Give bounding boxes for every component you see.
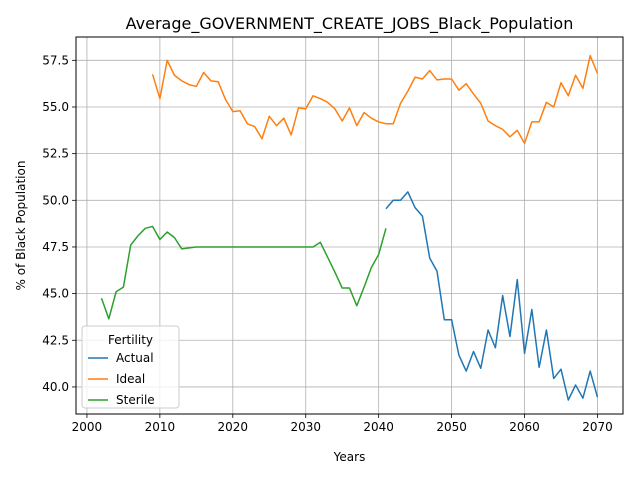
x-axis-label: Years — [333, 450, 366, 464]
legend-label-sterile: Sterile — [116, 393, 155, 407]
y-tick-label: 42.5 — [42, 333, 69, 347]
legend-label-ideal: Ideal — [116, 372, 145, 386]
x-tick-label: 2000 — [72, 420, 103, 434]
x-tick-label: 2050 — [436, 420, 467, 434]
x-ticks: 2000 2010 2020 2030 2040 2050 2060 2070 — [72, 414, 613, 434]
y-tick-label: 57.5 — [42, 53, 69, 67]
legend-title: Fertility — [108, 333, 153, 347]
x-tick-label: 2070 — [582, 420, 613, 434]
series-line-sterile — [100, 225, 387, 320]
x-tick-label: 2030 — [290, 420, 321, 434]
y-tick-label: 50.0 — [42, 193, 69, 207]
y-ticks: 40.0 42.5 45.0 47.5 50.0 52.5 55.0 57.5 — [42, 53, 76, 394]
chart-title: Average_GOVERNMENT_CREATE_JOBS_Black_Pop… — [126, 14, 574, 34]
y-tick-label: 40.0 — [42, 380, 69, 394]
legend-box — [81, 325, 180, 409]
legend-label-actual: Actual — [116, 351, 154, 365]
y-tick-label: 47.5 — [42, 240, 69, 254]
series-lines — [100, 54, 599, 401]
y-axis-label: % of Black Population — [14, 161, 28, 291]
legend: Fertility Actual Ideal Sterile — [81, 325, 180, 409]
x-tick-label: 2060 — [509, 420, 540, 434]
x-tick-label: 2020 — [218, 420, 249, 434]
series-line-actual — [385, 191, 599, 401]
y-tick-label: 55.0 — [42, 100, 69, 114]
x-tick-label: 2040 — [363, 420, 394, 434]
legend-items: Actual Ideal Sterile — [88, 351, 155, 407]
plot-frame — [75, 36, 624, 415]
x-tick-label: 2010 — [145, 420, 176, 434]
y-tick-label: 45.0 — [42, 287, 69, 301]
y-tick-label: 52.5 — [42, 147, 69, 161]
series-line-ideal — [151, 54, 599, 145]
